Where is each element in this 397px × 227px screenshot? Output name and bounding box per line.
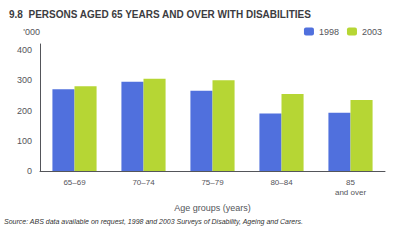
svg-text:and over: and over [335,188,366,197]
svg-text:70–74: 70–74 [132,178,155,187]
svg-text:'000: '000 [23,27,40,37]
svg-text:0: 0 [27,166,32,176]
svg-text:Age groups (years): Age groups (years) [174,203,251,213]
svg-text:80–84: 80–84 [270,178,293,187]
svg-text:75–79: 75–79 [201,178,224,187]
svg-text:1998: 1998 [319,27,339,37]
svg-text:200: 200 [17,106,32,116]
svg-text:300: 300 [17,75,32,85]
svg-text:2003: 2003 [362,27,382,37]
svg-text:9.8 PERSONS AGED 65 YEARS AND: 9.8 PERSONS AGED 65 YEARS AND OVER WITH … [9,9,311,20]
svg-text:Source: ABS data available on: Source: ABS data available on request, 1… [4,218,303,226]
svg-text:100: 100 [17,136,32,146]
svg-text:85: 85 [346,178,355,187]
svg-text:65–69: 65–69 [63,178,86,187]
svg-text:400: 400 [17,45,32,55]
